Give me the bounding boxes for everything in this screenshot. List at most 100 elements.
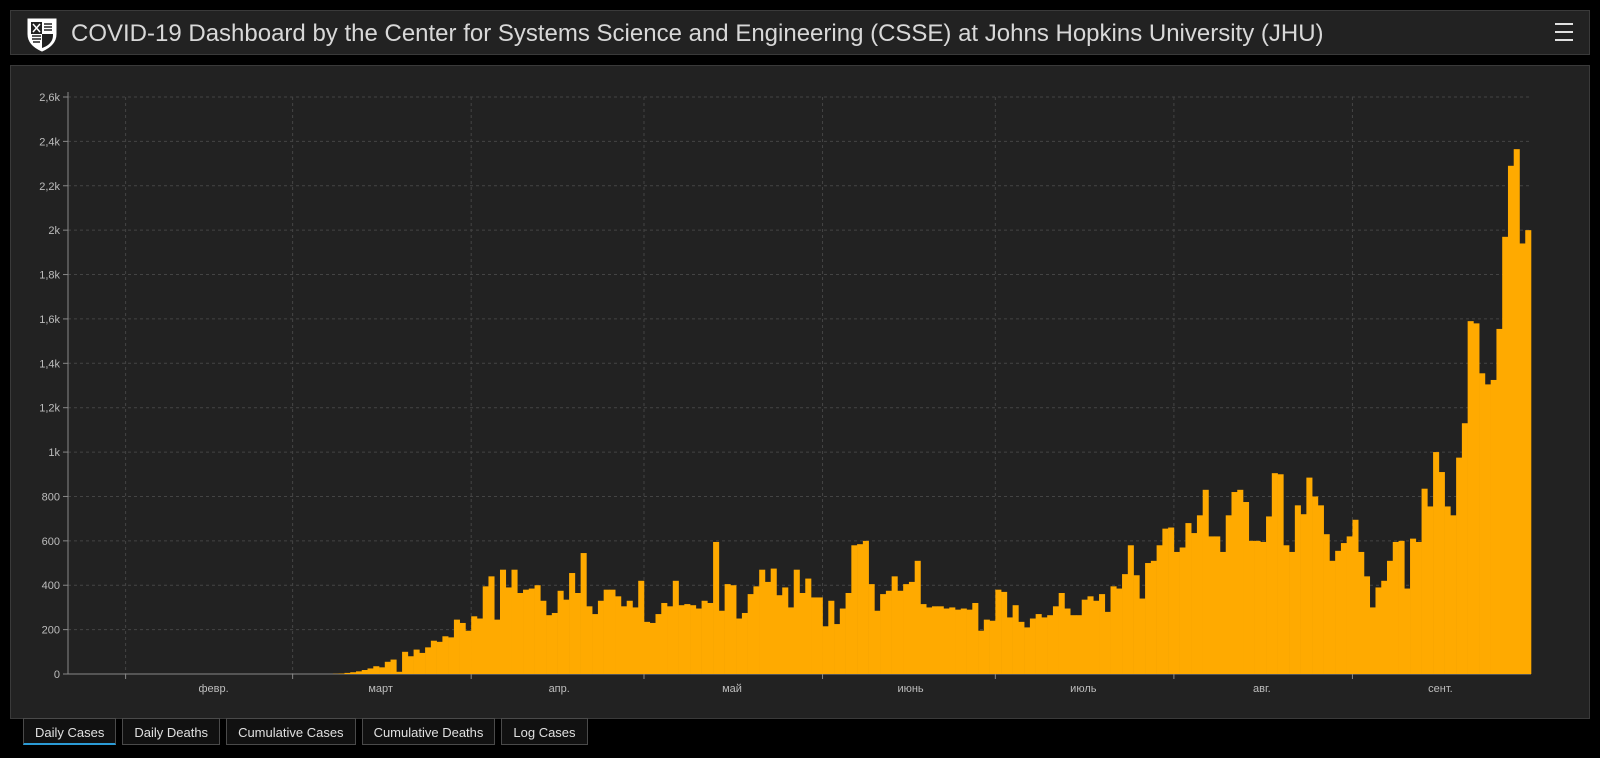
chart-bar[interactable] [574,592,581,674]
chart-bar[interactable] [1479,373,1486,674]
chart-bar[interactable] [868,584,875,674]
tab-log-cases[interactable]: Log Cases [501,718,588,745]
chart-bar[interactable] [419,652,426,674]
chart-bar[interactable] [1340,543,1347,674]
chart-bar[interactable] [413,649,420,674]
chart-bar[interactable] [1214,536,1221,674]
chart-bar[interactable] [1225,515,1232,674]
chart-bar[interactable] [1392,541,1399,674]
chart-bar[interactable] [465,630,472,674]
chart-bar[interactable] [926,607,933,674]
chart-bar[interactable] [1277,474,1284,674]
tab-cumulative-cases[interactable]: Cumulative Cases [226,718,356,745]
chart-bar[interactable] [1041,617,1048,674]
chart-bar[interactable] [713,541,720,674]
chart-bar[interactable] [1289,551,1296,674]
chart-bar[interactable] [569,573,576,674]
chart-bar[interactable] [920,604,927,674]
chart-bar[interactable] [770,568,777,674]
chart-bar[interactable] [540,600,547,674]
chart-bar[interactable] [1064,608,1071,674]
chart-bar[interactable] [1219,551,1227,674]
chart-bar[interactable] [499,569,507,674]
chart-bar[interactable] [1467,321,1474,674]
chart-bar[interactable] [482,586,489,674]
chart-bar[interactable] [453,619,460,674]
chart-bar[interactable] [931,606,939,674]
chart-bar[interactable] [1260,541,1267,674]
chart-bar[interactable] [1473,323,1480,674]
chart-bar[interactable] [1369,607,1376,674]
chart-bar[interactable] [1179,547,1186,674]
chart-bar[interactable] [528,588,535,674]
chart-bar[interactable] [534,585,541,674]
chart-bar[interactable] [1122,574,1129,674]
chart-bar[interactable] [1352,519,1359,674]
chart-bar[interactable] [1329,560,1336,674]
chart-bar[interactable] [995,589,1002,674]
chart-bar[interactable] [1294,505,1301,674]
chart-bar[interactable] [430,640,437,674]
chart-bar[interactable] [862,540,869,674]
chart-bar[interactable] [1300,514,1307,674]
chart-bar[interactable] [966,609,973,674]
chart-bar[interactable] [1381,580,1388,674]
chart-bar[interactable] [684,604,691,674]
chart-bar[interactable] [384,661,391,674]
chart-bar[interactable] [1415,541,1422,674]
chart-bar[interactable] [1231,492,1238,674]
chart-bar[interactable] [557,590,564,674]
chart-bar[interactable] [1081,599,1088,674]
chart-bar[interactable] [1052,606,1059,674]
chart-bar[interactable] [690,605,697,674]
chart-bar[interactable] [978,630,985,674]
chart-bar[interactable] [1237,489,1244,674]
chart-bar[interactable] [1168,527,1175,674]
chart-bar[interactable] [494,619,501,674]
chart-bar[interactable] [517,592,524,674]
chart-bar[interactable] [1127,545,1134,674]
chart-bar[interactable] [643,621,651,674]
chart-bar[interactable] [793,569,800,674]
chart-bar[interactable] [1099,594,1106,674]
chart-bar[interactable] [1139,598,1146,674]
chart-bar[interactable] [816,597,823,674]
chart-bar[interactable] [1461,423,1468,674]
chart-bar[interactable] [1363,576,1371,674]
chart-bar[interactable] [1525,230,1532,674]
chart-bar[interactable] [350,672,357,674]
chart-bar[interactable] [764,581,772,674]
chart-bar[interactable] [597,600,604,674]
chart-bar[interactable] [361,670,368,674]
chart-bar[interactable] [695,608,702,674]
chart-bar[interactable] [667,606,674,674]
chart-bar[interactable] [1145,563,1152,674]
chart-bar[interactable] [1001,591,1008,674]
chart-bar[interactable] [874,610,881,674]
chart-bar[interactable] [626,600,633,674]
chart-bar[interactable] [1029,618,1036,674]
chart-bar[interactable] [1410,538,1417,674]
chart-bar[interactable] [471,616,478,674]
chart-bar[interactable] [701,600,708,674]
chart-bar[interactable] [546,615,553,674]
chart-bar[interactable] [839,608,846,674]
chart-bar[interactable] [845,592,852,674]
chart-bar[interactable] [949,607,956,674]
chart-bar[interactable] [1496,328,1503,674]
chart-bar[interactable] [1513,149,1520,674]
tab-daily-deaths[interactable]: Daily Deaths [122,718,221,745]
chart-bar[interactable] [523,589,530,674]
chart-bar[interactable] [857,544,864,674]
chart-bar[interactable] [1358,551,1365,674]
chart-bar[interactable] [373,666,380,674]
chart-bar[interactable] [741,612,748,674]
chart-bar[interactable] [718,610,725,674]
chart-bar[interactable] [1058,592,1065,674]
chart-bar[interactable] [632,607,639,674]
chart-bar[interactable] [891,576,898,674]
chart-bar[interactable] [1254,540,1261,674]
chart-bar[interactable] [943,608,950,674]
chart-bar[interactable] [955,609,962,674]
chart-bar[interactable] [1035,614,1042,674]
